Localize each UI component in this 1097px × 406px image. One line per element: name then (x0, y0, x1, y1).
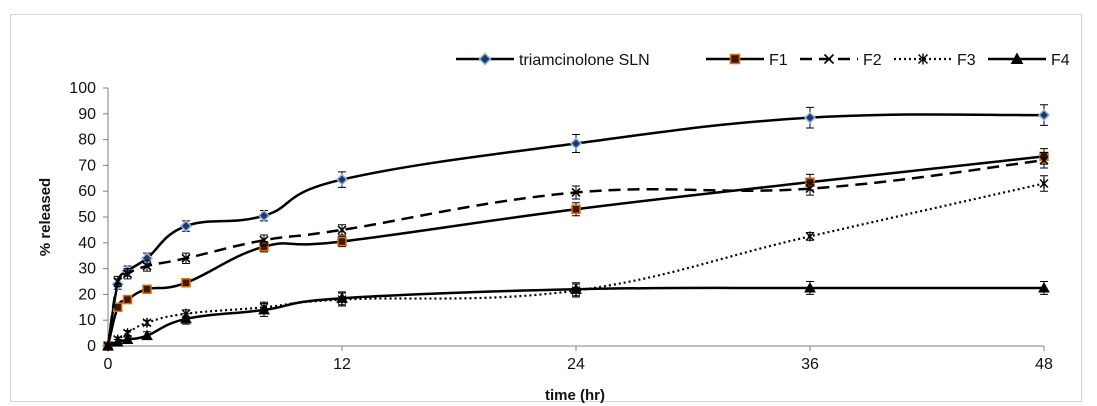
data-point (571, 187, 581, 198)
x-ticks: 0 12 24 36 48 (104, 346, 1053, 373)
legend-marker (1010, 52, 1024, 64)
data-point (257, 209, 271, 222)
data-point (181, 253, 191, 263)
legend-marker (729, 53, 741, 65)
data-point (113, 302, 123, 313)
data-point (1038, 281, 1050, 293)
series-layer (101, 104, 1051, 353)
data-point (805, 231, 815, 242)
series-3 (103, 152, 1049, 351)
data-point (336, 292, 348, 303)
legend-label: F1 (769, 52, 788, 69)
y-tick-label: 40 (78, 235, 96, 252)
axes (107, 88, 1044, 347)
x-tick-label: 24 (567, 356, 585, 373)
x-tick-label: 0 (104, 356, 113, 373)
legend-label: F4 (1051, 52, 1070, 69)
data-point (142, 317, 152, 328)
y-tick-label: 0 (87, 338, 96, 355)
data-point (122, 294, 133, 305)
data-point (141, 329, 153, 341)
series-line (107, 182, 1045, 347)
data-point (102, 339, 114, 351)
data-point (805, 184, 815, 194)
data-point (804, 281, 816, 293)
data-point (259, 235, 269, 245)
y-tick-label: 70 (78, 157, 96, 174)
series-1 (101, 104, 1051, 353)
legend-item: F3 (894, 52, 976, 69)
y-tick-label: 80 (78, 132, 96, 149)
chart-frame (10, 14, 1082, 402)
legend-item: F2 (800, 52, 882, 69)
y-ticks: 0 10 20 30 40 50 60 70 80 90 100 (69, 80, 108, 355)
data-point (142, 261, 152, 271)
legend-marker (918, 53, 928, 65)
data-point (569, 137, 583, 150)
y-tick-label: 90 (78, 106, 96, 123)
x-tick-label: 36 (801, 356, 819, 373)
series-5 (102, 281, 1050, 351)
data-point (1037, 109, 1051, 122)
data-point (258, 303, 270, 315)
data-point (803, 111, 817, 124)
data-point (122, 269, 133, 279)
legend-label: triamcinolone SLN (519, 52, 650, 69)
legend-item: F4 (988, 52, 1070, 69)
series-2 (103, 148, 1049, 351)
data-point (570, 283, 582, 294)
y-tick-label: 100 (69, 80, 96, 97)
data-point (111, 336, 124, 347)
data-point (1039, 155, 1049, 165)
data-point (113, 276, 123, 287)
data-point (337, 236, 347, 247)
y-tick-label: 50 (78, 209, 96, 226)
series-line (106, 155, 1045, 347)
legend-item: F1 (706, 52, 788, 69)
legend: triamcinolone SLN F1 F2 F3 F4 (456, 52, 1070, 69)
data-point (1039, 178, 1049, 189)
data-point (181, 278, 191, 288)
legend-label: F3 (957, 52, 976, 69)
data-point (180, 312, 192, 324)
data-point (337, 225, 347, 235)
x-axis-title: time (hr) (545, 387, 605, 404)
y-tick-label: 20 (78, 286, 96, 303)
y-tick-label: 10 (78, 312, 96, 329)
data-point (179, 219, 193, 233)
x-tick-label: 12 (333, 356, 351, 373)
legend-item: triamcinolone SLN (456, 52, 650, 69)
data-point (121, 333, 134, 345)
legend-marker (478, 52, 492, 66)
series-4 (103, 175, 1049, 351)
data-point (335, 173, 349, 186)
data-point (571, 204, 581, 215)
y-axis-title: % released (37, 178, 54, 256)
legend-label: F2 (863, 52, 882, 69)
data-point (142, 284, 152, 294)
y-tick-label: 30 (78, 261, 96, 278)
x-tick-label: 48 (1035, 356, 1053, 373)
y-tick-label: 60 (78, 183, 96, 200)
legend-marker (823, 53, 835, 65)
